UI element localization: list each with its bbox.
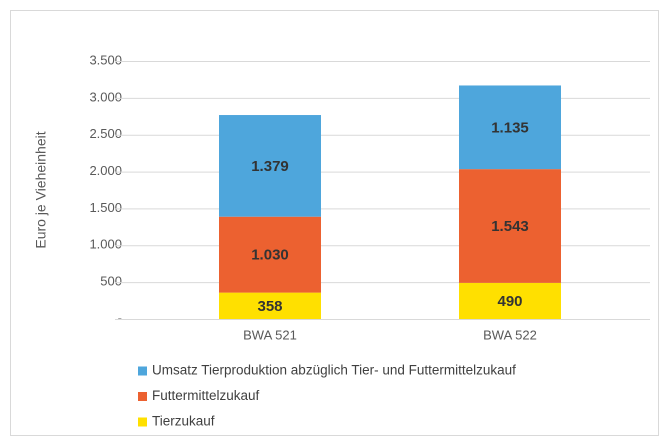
bar-segment [219,292,321,319]
legend-swatch [138,417,147,427]
bar-segment [459,282,561,319]
legend-label: Tierzukauf [152,414,215,429]
x-tick-label: BWA 522 [483,327,537,342]
data-label: 1.135 [491,119,529,136]
y-tick-label: 1.500 [89,200,122,215]
bar-segment [219,216,321,293]
y-tick-label: 2.500 [89,126,122,141]
data-label: 358 [257,298,282,315]
x-tick-label: BWA 521 [243,327,297,342]
y-tick-label: 1.000 [89,237,122,252]
y-tick-label: 2.000 [89,163,122,178]
bar-segment [459,169,561,283]
legend-label: Futtermittelzukauf [152,388,260,403]
legend-swatch [138,366,147,376]
bar-segment [219,115,321,217]
y-tick-label: 500 [100,274,122,289]
data-label: 1.030 [251,247,289,264]
y-tick-label: - [118,310,122,325]
data-label: 1.379 [251,158,289,175]
y-tick-label: 3.000 [89,89,122,104]
data-label: 490 [497,293,522,310]
y-axis-label: Euro je Vieheinheit [33,131,49,248]
legend-swatch [138,392,147,401]
bar-segment [459,85,561,170]
y-tick-label: 3.500 [89,52,122,67]
legend-label: Umsatz Tierproduktion abzüglich Tier- un… [152,363,516,378]
data-label: 1.543 [491,218,529,235]
